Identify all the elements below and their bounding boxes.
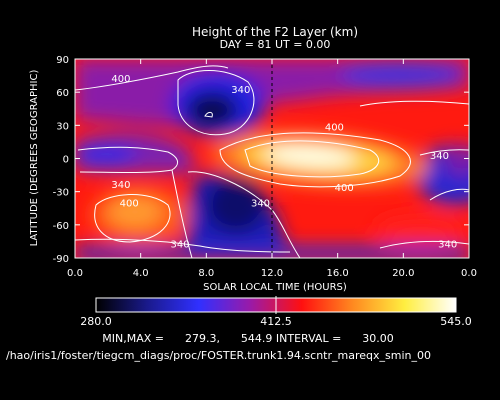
contour-label: 400 (335, 183, 354, 194)
y-tick-label: -30 (53, 188, 69, 199)
contour-label: 340 (231, 85, 250, 96)
x-tick-label: 20.0 (392, 268, 414, 279)
x-axis-label: SOLAR LOCAL TIME (HOURS) (203, 282, 347, 293)
y-tick-label: 0 (63, 155, 69, 166)
y-tick-label: 90 (56, 55, 69, 66)
x-axis: 0.0 4.0 8.0 12.0 16.0 20.0 0.0 (67, 59, 477, 279)
y-tick-label: -60 (53, 221, 69, 232)
contour-label: 340 (251, 199, 270, 210)
contour-label: 340 (171, 240, 190, 251)
stats-line: MIN,MAX = 279.3, 544.9 INTERVAL = 30.00 (102, 332, 394, 345)
x-tick-label: 0.0 (461, 268, 477, 279)
y-axis: 90 60 30 0 -30 -60 -90 (53, 55, 469, 265)
contour-labels: 400 340 400 340 400 400 340 340 340 340 (111, 74, 457, 251)
x-tick-label: 12.0 (261, 268, 283, 279)
x-tick-label: 8.0 (198, 268, 214, 279)
colorbar-mid-label: 412.5 (260, 315, 292, 328)
y-axis-label: LATITUDE (DEGREES GEOGRAPHIC) (29, 70, 40, 247)
contour-label: 400 (111, 74, 130, 85)
y-tick-label: 60 (56, 88, 69, 99)
x-tick-label: 0.0 (67, 268, 83, 279)
x-tick-label: 4.0 (133, 268, 149, 279)
contour-label: 400 (325, 122, 344, 133)
contour-label: 340 (111, 180, 130, 191)
x-tick-label: 16.0 (327, 268, 349, 279)
contour-lines (75, 65, 469, 258)
contour-label: 400 (120, 199, 139, 210)
y-tick-label: 30 (56, 121, 69, 132)
y-tick-label: -90 (53, 254, 69, 265)
heatmap-field: 400 340 400 340 400 400 340 340 340 340 (75, 59, 469, 258)
colorbar-max-label: 545.0 (440, 315, 472, 328)
footer-path: /hao/iris1/foster/tiegcm_diags/proc/FOST… (6, 349, 431, 362)
chart-title: Height of the F2 Layer (km) (192, 25, 358, 39)
chart-subtitle: DAY = 81 UT = 0.00 (220, 38, 331, 51)
colorbar-min-label: 280.0 (80, 315, 112, 328)
contour-label: 340 (430, 151, 449, 162)
contour-label: 340 (438, 240, 457, 251)
